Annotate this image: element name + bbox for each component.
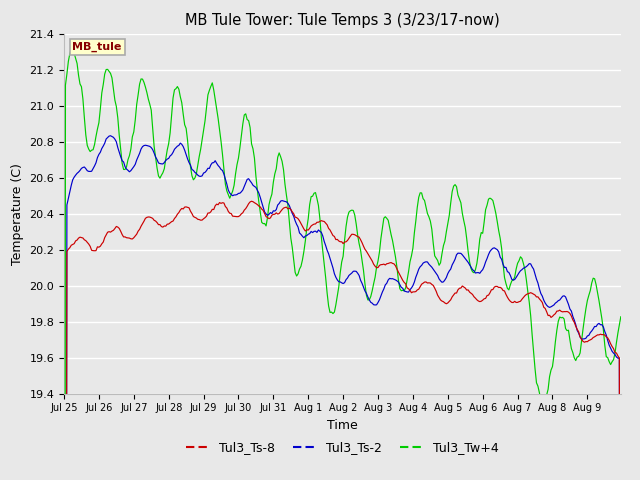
X-axis label: Time: Time [327,419,358,432]
Legend: Tul3_Ts-8, Tul3_Ts-2, Tul3_Tw+4: Tul3_Ts-8, Tul3_Ts-2, Tul3_Tw+4 [181,436,504,459]
Y-axis label: Temperature (C): Temperature (C) [11,163,24,264]
Text: MB_tule: MB_tule [72,42,122,52]
Title: MB Tule Tower: Tule Temps 3 (3/23/17-now): MB Tule Tower: Tule Temps 3 (3/23/17-now… [185,13,500,28]
